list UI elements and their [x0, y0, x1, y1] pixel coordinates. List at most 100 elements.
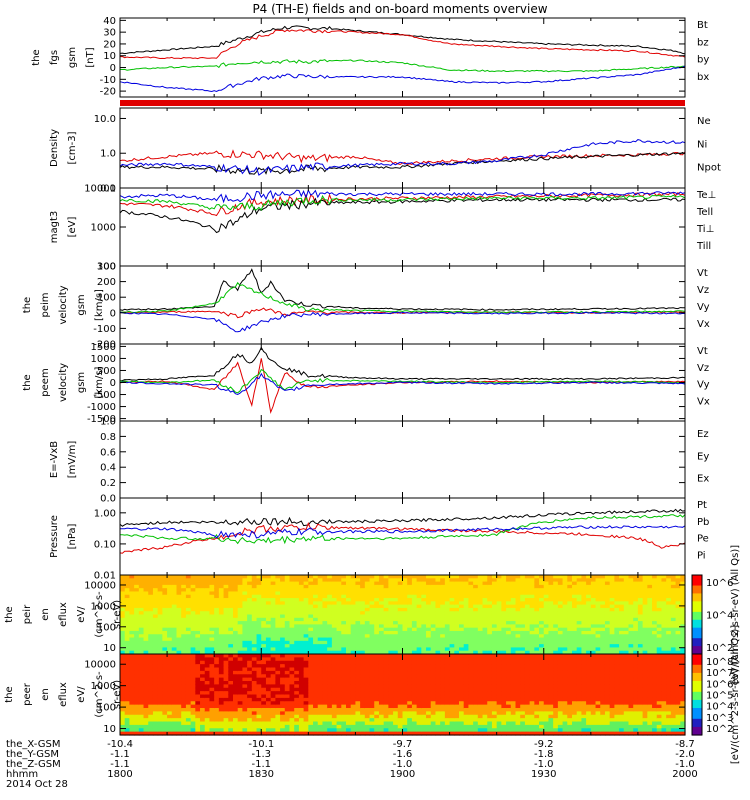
spectrogram-cell [148, 701, 154, 706]
series-line-bx [119, 65, 686, 93]
spectrogram-cell [214, 630, 220, 635]
spectrogram-cell [411, 670, 418, 675]
spectrogram-cell [120, 657, 126, 662]
spectrogram-cell [251, 708, 258, 712]
spectrogram-cell [247, 724, 253, 729]
spectrogram-cell [185, 677, 192, 682]
spectrogram-cell [313, 731, 319, 736]
spectrogram-cell [124, 578, 131, 583]
spectrogram-cell [364, 708, 371, 712]
spectrogram-cell [124, 697, 131, 702]
spectrogram-cell [440, 657, 446, 662]
spectrogram-cell [350, 687, 357, 692]
spectrogram-cell [204, 708, 211, 712]
spectrogram-cell [647, 575, 653, 579]
spectrogram-cell [459, 601, 465, 606]
spectrogram-cell [214, 614, 220, 619]
spectrogram-cell [233, 581, 239, 586]
spectrogram-cell [327, 578, 333, 583]
y-axis-label: E=-VxB [mV/m] [49, 441, 78, 479]
spectrogram-cell [454, 601, 460, 606]
spectrogram-cell [228, 594, 234, 599]
spectrogram-cell [261, 591, 267, 596]
spectrogram-cell [157, 687, 163, 692]
spectrogram-cell [167, 617, 173, 622]
spectrogram-cell [633, 614, 639, 619]
spectrogram-cell [265, 660, 272, 665]
spectrogram-cell [284, 718, 291, 723]
spectrogram-cell [209, 624, 215, 629]
spectrogram-cell [214, 640, 220, 645]
spectrogram-cell [477, 581, 484, 586]
spectrogram-cell [317, 640, 324, 645]
spectrogram-cell [496, 650, 502, 655]
spectrogram-cell [280, 667, 286, 672]
spectrogram-cell [680, 604, 686, 609]
spectrogram-cell [298, 681, 305, 685]
spectrogram-cell [341, 647, 347, 652]
spectrogram-cell [388, 588, 394, 593]
spectrogram-cell [242, 701, 248, 706]
spectrogram-cell [218, 650, 225, 655]
spectrogram-cell [506, 598, 512, 602]
spectrogram-cell [482, 591, 488, 596]
spectrogram-cell [134, 660, 140, 665]
spectrogram-cell [327, 637, 333, 642]
spectrogram-cell [369, 621, 375, 625]
spectrogram-cell [430, 644, 437, 649]
spectrogram-cell [214, 598, 220, 602]
spectrogram-cell [289, 637, 295, 642]
spectrogram-cell [393, 664, 399, 669]
spectrogram-cell [303, 607, 309, 612]
spectrogram-cell [218, 701, 225, 706]
spectrogram-cell [628, 575, 634, 579]
spectrogram-cell [369, 630, 375, 635]
spectrogram-cell [152, 647, 159, 652]
spectrogram-cell [510, 588, 517, 593]
spectrogram-cell [265, 634, 272, 639]
spectrogram-cell [167, 647, 173, 652]
spectrogram-cell [346, 718, 352, 723]
spectrogram-cell [341, 575, 347, 579]
spectrogram-cell [524, 617, 531, 622]
spectrogram-cell [134, 630, 140, 635]
spectrogram-cell [600, 630, 606, 635]
spectrogram-cell [374, 677, 380, 682]
spectrogram-cell [534, 630, 540, 635]
spectrogram-cell [167, 711, 173, 716]
spectrogram-cell [378, 708, 385, 712]
spectrogram-cell [360, 704, 366, 709]
spectrogram-cell [482, 637, 488, 642]
spectrogram-cell [237, 575, 244, 579]
spectrogram-cell [491, 627, 498, 632]
spectrogram-cell [336, 637, 342, 642]
spectrogram-cell [331, 670, 338, 675]
spectrogram-cell [553, 637, 559, 642]
spectrogram-cell [261, 660, 267, 665]
spectrogram-cell [360, 684, 366, 689]
spectrogram-cell [237, 677, 244, 682]
spectrogram-cell [294, 634, 300, 639]
spectrogram-cell [416, 731, 422, 736]
spectrogram-cell [237, 670, 244, 675]
spectrogram-cell [360, 670, 366, 675]
spectrogram-cell [444, 591, 451, 596]
spectrogram-cell [237, 711, 244, 716]
spectrogram-cell [378, 697, 385, 702]
spectrogram-cell [604, 607, 611, 612]
spectrogram-cell [604, 614, 611, 619]
spectrogram-cell [289, 687, 295, 692]
spectrogram-cell [134, 654, 140, 658]
spectrogram-cell [124, 718, 131, 723]
spectrogram-cell [506, 644, 512, 649]
spectrogram-cell [529, 614, 535, 619]
spectrogram-cell [270, 578, 276, 583]
spectrogram-cell [397, 681, 404, 685]
spectrogram-cell [129, 654, 135, 658]
spectrogram-cell [350, 644, 357, 649]
spectrogram-cell [204, 664, 211, 669]
spectrogram-cell [604, 578, 611, 583]
spectrogram-cell [666, 630, 672, 635]
spectrogram-cell [463, 581, 470, 586]
